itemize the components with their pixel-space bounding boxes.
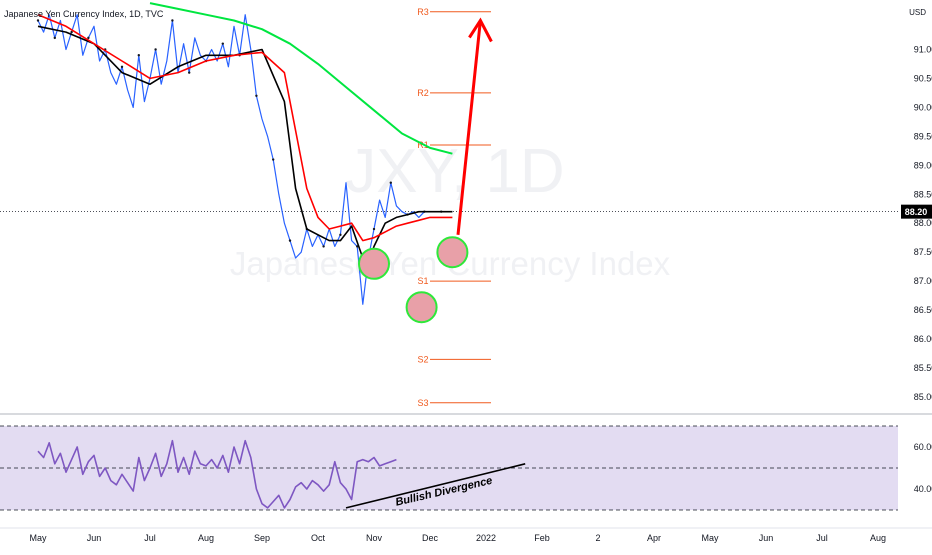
- time-tick-label: Aug: [870, 533, 886, 543]
- price-point: [137, 54, 140, 57]
- price-point: [389, 181, 392, 184]
- price-point: [53, 36, 56, 40]
- time-tick-label: Apr: [647, 533, 661, 543]
- time-tick-label: Jun: [87, 533, 102, 543]
- series-ma_mid: [37, 13, 453, 242]
- time-tick-label: Jul: [144, 533, 156, 543]
- price-point: [322, 245, 325, 248]
- pivot-label-s2: S2: [417, 354, 428, 364]
- price-tick-label: 86.00: [914, 334, 932, 344]
- currency-label: USD: [909, 8, 926, 17]
- rsi-tick-label: 40.00: [914, 484, 932, 494]
- time-tick-label: May: [701, 533, 719, 543]
- current-price-label: 88.20: [905, 207, 928, 217]
- time-tick-label: 2: [595, 533, 600, 543]
- time-tick-label: Nov: [366, 533, 383, 543]
- price-point: [255, 94, 258, 98]
- chart-title: Japanese Yen Currency Index, 1D, TVC: [4, 9, 164, 19]
- price-point: [272, 158, 275, 161]
- price-tick-label: 89.50: [914, 131, 932, 141]
- price-tick-label: 85.00: [914, 392, 932, 402]
- price-tick-label: 88.50: [914, 189, 932, 199]
- time-tick-label: Feb: [534, 533, 550, 543]
- series-ma_slow: [149, 2, 453, 155]
- series-ma_fast: [37, 25, 453, 265]
- projection-arrow: [456, 20, 482, 235]
- projection-arrow-head: [468, 17, 493, 43]
- time-tick-label: Aug: [198, 533, 214, 543]
- price-point: [372, 227, 376, 231]
- rsi-line: [37, 439, 397, 509]
- pivot-label-s1: S1: [417, 276, 428, 286]
- highlight-circle: [436, 236, 469, 269]
- price-point: [339, 233, 342, 237]
- price-point: [154, 48, 157, 51]
- time-tick-label: Jul: [816, 533, 828, 543]
- price-point: [171, 19, 174, 22]
- price-point: [288, 239, 292, 242]
- rsi-tick-label: 60.00: [914, 442, 932, 452]
- price-tick-label: 87.50: [914, 247, 932, 257]
- price-point: [188, 71, 191, 74]
- price-tick-label: 88.00: [914, 218, 932, 228]
- pivot-label-r2: R2: [417, 88, 429, 98]
- time-tick-label: Oct: [311, 533, 326, 543]
- price-tick-label: 91.00: [914, 44, 932, 54]
- highlight-circle: [405, 291, 438, 324]
- price-tick-label: 90.00: [914, 102, 932, 112]
- pivot-label-r3: R3: [417, 7, 429, 17]
- price-point: [221, 42, 224, 45]
- price-point: [36, 19, 40, 22]
- current-price-tag: [901, 204, 932, 219]
- time-tick-label: 2022: [476, 533, 496, 543]
- pivot-label-s3: S3: [417, 398, 428, 408]
- time-tick-label: Jun: [759, 533, 774, 543]
- price-tick-label: 89.00: [914, 160, 932, 170]
- price-tick-label: 85.50: [914, 363, 932, 373]
- price-point: [70, 30, 73, 34]
- price-point: [87, 36, 90, 40]
- price-tick-label: 86.50: [914, 305, 932, 315]
- time-tick-label: Dec: [422, 533, 439, 543]
- watermark-ticker: JXY, 1D: [345, 137, 564, 206]
- price-tick-label: 90.50: [914, 73, 932, 83]
- divergence-line: [345, 463, 526, 509]
- time-tick-label: Sep: [254, 533, 270, 543]
- highlight-circle: [358, 247, 390, 280]
- price-point: [120, 65, 124, 69]
- price-tick-label: 87.00: [914, 276, 932, 286]
- time-tick-label: May: [29, 533, 47, 543]
